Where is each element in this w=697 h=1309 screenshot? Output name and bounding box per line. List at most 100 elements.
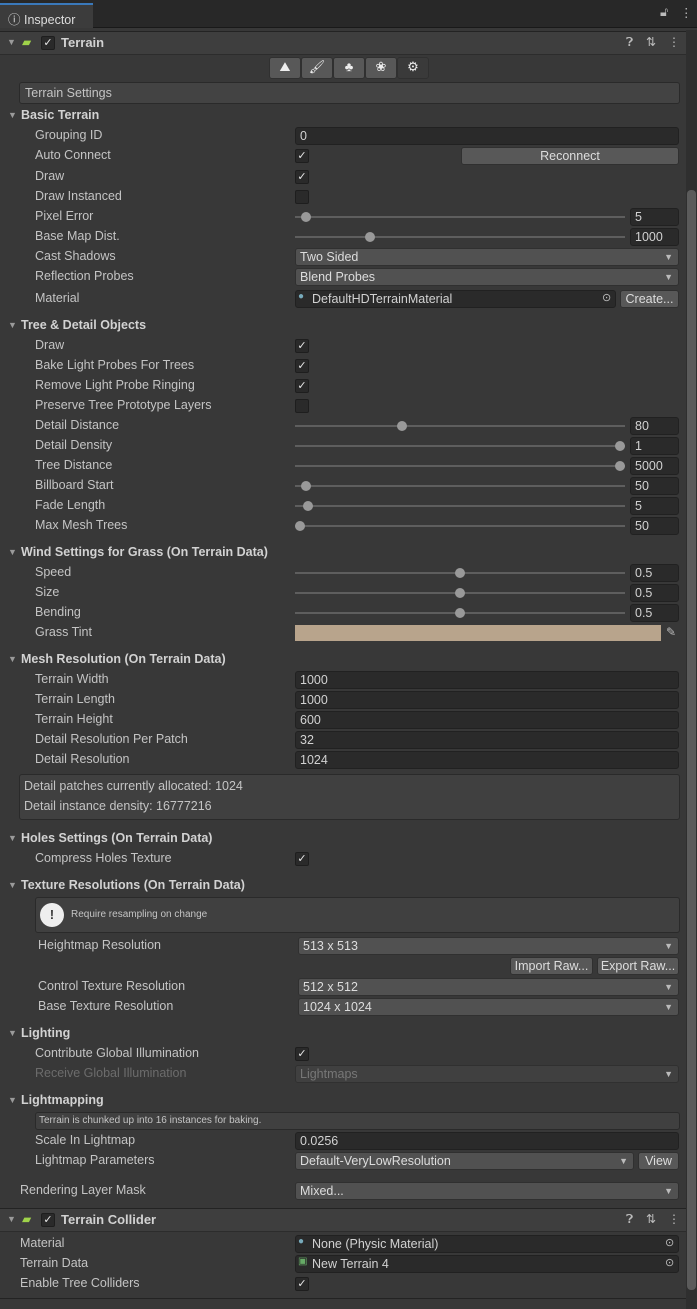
- grass-tint-swatch[interactable]: [295, 625, 661, 641]
- slider-knob[interactable]: [455, 608, 465, 618]
- foldout-arrow[interactable]: ▼: [8, 880, 17, 890]
- slider-knob[interactable]: [365, 232, 376, 242]
- foldout-arrow[interactable]: ▼: [7, 1214, 16, 1224]
- terrain-tool-button[interactable]: 🖌︎: [301, 57, 333, 79]
- slider-value-field[interactable]: 5: [630, 497, 679, 515]
- slider-value-field[interactable]: 5: [630, 208, 679, 226]
- slider-track[interactable]: [295, 505, 625, 507]
- terrain-tool-button[interactable]: ♣: [333, 57, 365, 79]
- text-field[interactable]: 32: [295, 731, 679, 749]
- slider-knob[interactable]: [397, 421, 408, 431]
- lock-icon[interactable]: 🔓︎: [660, 5, 669, 19]
- checkbox[interactable]: ✓: [295, 1047, 309, 1061]
- create-button[interactable]: Create...: [620, 290, 679, 308]
- dropdown[interactable]: 513 x 513 ▼: [298, 937, 679, 955]
- checkbox[interactable]: ✓: [295, 1277, 309, 1291]
- foldout-arrow[interactable]: ▼: [8, 320, 17, 330]
- checkbox[interactable]: [295, 399, 309, 413]
- slider-value-field[interactable]: 5000: [630, 457, 679, 475]
- terrain-tool-button[interactable]: ❀: [365, 57, 397, 79]
- slider-value-field[interactable]: 0.5: [630, 604, 679, 622]
- section-header[interactable]: Basic Terrain: [21, 108, 100, 122]
- slider-value-field[interactable]: 50: [630, 477, 679, 495]
- checkbox[interactable]: ✓: [295, 359, 309, 373]
- foldout-arrow[interactable]: ▼: [8, 547, 17, 557]
- foldout-arrow[interactable]: ▼: [8, 1095, 17, 1105]
- view-button[interactable]: View: [638, 1152, 679, 1170]
- component-enabled-checkbox[interactable]: ✓: [41, 36, 55, 50]
- section-header[interactable]: Wind Settings for Grass (On Terrain Data…: [21, 545, 268, 559]
- object-picker-icon[interactable]: ⊙: [665, 1257, 675, 1269]
- checkbox[interactable]: ✓: [295, 149, 309, 163]
- presets-icon[interactable]: ⇅: [646, 1212, 657, 1226]
- slider-knob[interactable]: [455, 588, 465, 598]
- text-field[interactable]: 1024: [295, 751, 679, 769]
- foldout-arrow[interactable]: ▼: [8, 654, 17, 664]
- object-field[interactable]: New Terrain 4: [295, 1255, 679, 1273]
- section-header[interactable]: Tree & Detail Objects: [21, 318, 147, 332]
- slider-knob[interactable]: [615, 461, 625, 471]
- checkbox[interactable]: [295, 190, 309, 204]
- component-header[interactable]: [0, 31, 686, 55]
- scrollbar[interactable]: [686, 30, 697, 1309]
- slider-knob[interactable]: [301, 212, 312, 222]
- reconnect-button[interactable]: Reconnect: [461, 147, 679, 165]
- slider-track[interactable]: [295, 236, 625, 238]
- text-field[interactable]: 1000: [295, 691, 679, 709]
- presets-icon[interactable]: ⇅: [646, 35, 657, 49]
- checkbox[interactable]: ✓: [295, 170, 309, 184]
- kebab-menu-icon[interactable]: ⋮: [668, 1212, 680, 1226]
- slider-track[interactable]: [295, 465, 625, 467]
- object-field[interactable]: DefaultHDTerrainMaterial: [295, 290, 616, 308]
- object-picker-icon[interactable]: ⊙: [602, 292, 612, 304]
- section-header[interactable]: Lighting: [21, 1026, 71, 1040]
- eyedropper-icon[interactable]: ✎: [666, 625, 677, 639]
- slider-knob[interactable]: [615, 441, 625, 451]
- help-icon[interactable]: ❓︎: [626, 35, 634, 49]
- foldout-arrow[interactable]: ▼: [8, 1028, 17, 1038]
- slider-knob[interactable]: [455, 568, 465, 578]
- text-field[interactable]: 600: [295, 711, 679, 729]
- foldout-arrow[interactable]: ▼: [8, 110, 17, 120]
- dropdown[interactable]: 1024 x 1024 ▼: [298, 998, 679, 1016]
- slider-value-field[interactable]: 0.5: [630, 584, 679, 602]
- slider-value-field[interactable]: 1000: [630, 228, 679, 246]
- section-header[interactable]: Texture Resolutions (On Terrain Data): [21, 878, 245, 892]
- slider-track[interactable]: [295, 425, 625, 427]
- checkbox[interactable]: ✓: [295, 339, 309, 353]
- text-field[interactable]: 0.0256: [295, 1132, 679, 1150]
- slider-track[interactable]: [295, 525, 625, 527]
- slider-knob[interactable]: [295, 521, 305, 531]
- slider-track[interactable]: [295, 216, 625, 218]
- kebab-menu-icon[interactable]: ⋮: [668, 35, 680, 49]
- checkbox[interactable]: ✓: [295, 379, 309, 393]
- slider-knob[interactable]: [301, 481, 312, 491]
- slider-track[interactable]: [295, 445, 625, 447]
- foldout-arrow[interactable]: ▼: [8, 833, 17, 843]
- slider-knob[interactable]: [303, 501, 313, 511]
- component-enabled-checkbox[interactable]: ✓: [41, 1213, 55, 1227]
- terrain-tool-button[interactable]: ⛰: [269, 57, 301, 79]
- slider-track[interactable]: [295, 485, 625, 487]
- section-header[interactable]: Lightmapping: [21, 1093, 104, 1107]
- object-picker-icon[interactable]: ⊙: [665, 1237, 675, 1249]
- slider-value-field[interactable]: 0.5: [630, 564, 679, 582]
- object-field[interactable]: None (Physic Material): [295, 1235, 679, 1253]
- dropdown[interactable]: Default-VeryLowResolution ▼: [295, 1152, 634, 1170]
- slider-value-field[interactable]: 1: [630, 437, 679, 455]
- help-icon[interactable]: ❓︎: [626, 1212, 634, 1226]
- dropdown[interactable]: 512 x 512 ▼: [298, 978, 679, 996]
- slider-value-field[interactable]: 50: [630, 517, 679, 535]
- slider-value-field[interactable]: 80: [630, 417, 679, 435]
- scrollbar-thumb[interactable]: [687, 190, 696, 1290]
- terrain-tool-button[interactable]: ⚙: [397, 57, 429, 79]
- dropdown[interactable]: Blend Probes ▼: [295, 268, 679, 286]
- foldout-arrow[interactable]: ▼: [7, 37, 16, 47]
- dropdown[interactable]: Two Sided ▼: [295, 248, 679, 266]
- section-header[interactable]: Holes Settings (On Terrain Data): [21, 831, 213, 845]
- kebab-menu-icon[interactable]: ⋮: [680, 6, 693, 20]
- section-header[interactable]: Mesh Resolution (On Terrain Data): [21, 652, 226, 666]
- inspector-tab[interactable]: ⓘ Inspector: [0, 3, 93, 28]
- checkbox[interactable]: ✓: [295, 852, 309, 866]
- import-raw-button[interactable]: Import Raw...: [510, 957, 593, 975]
